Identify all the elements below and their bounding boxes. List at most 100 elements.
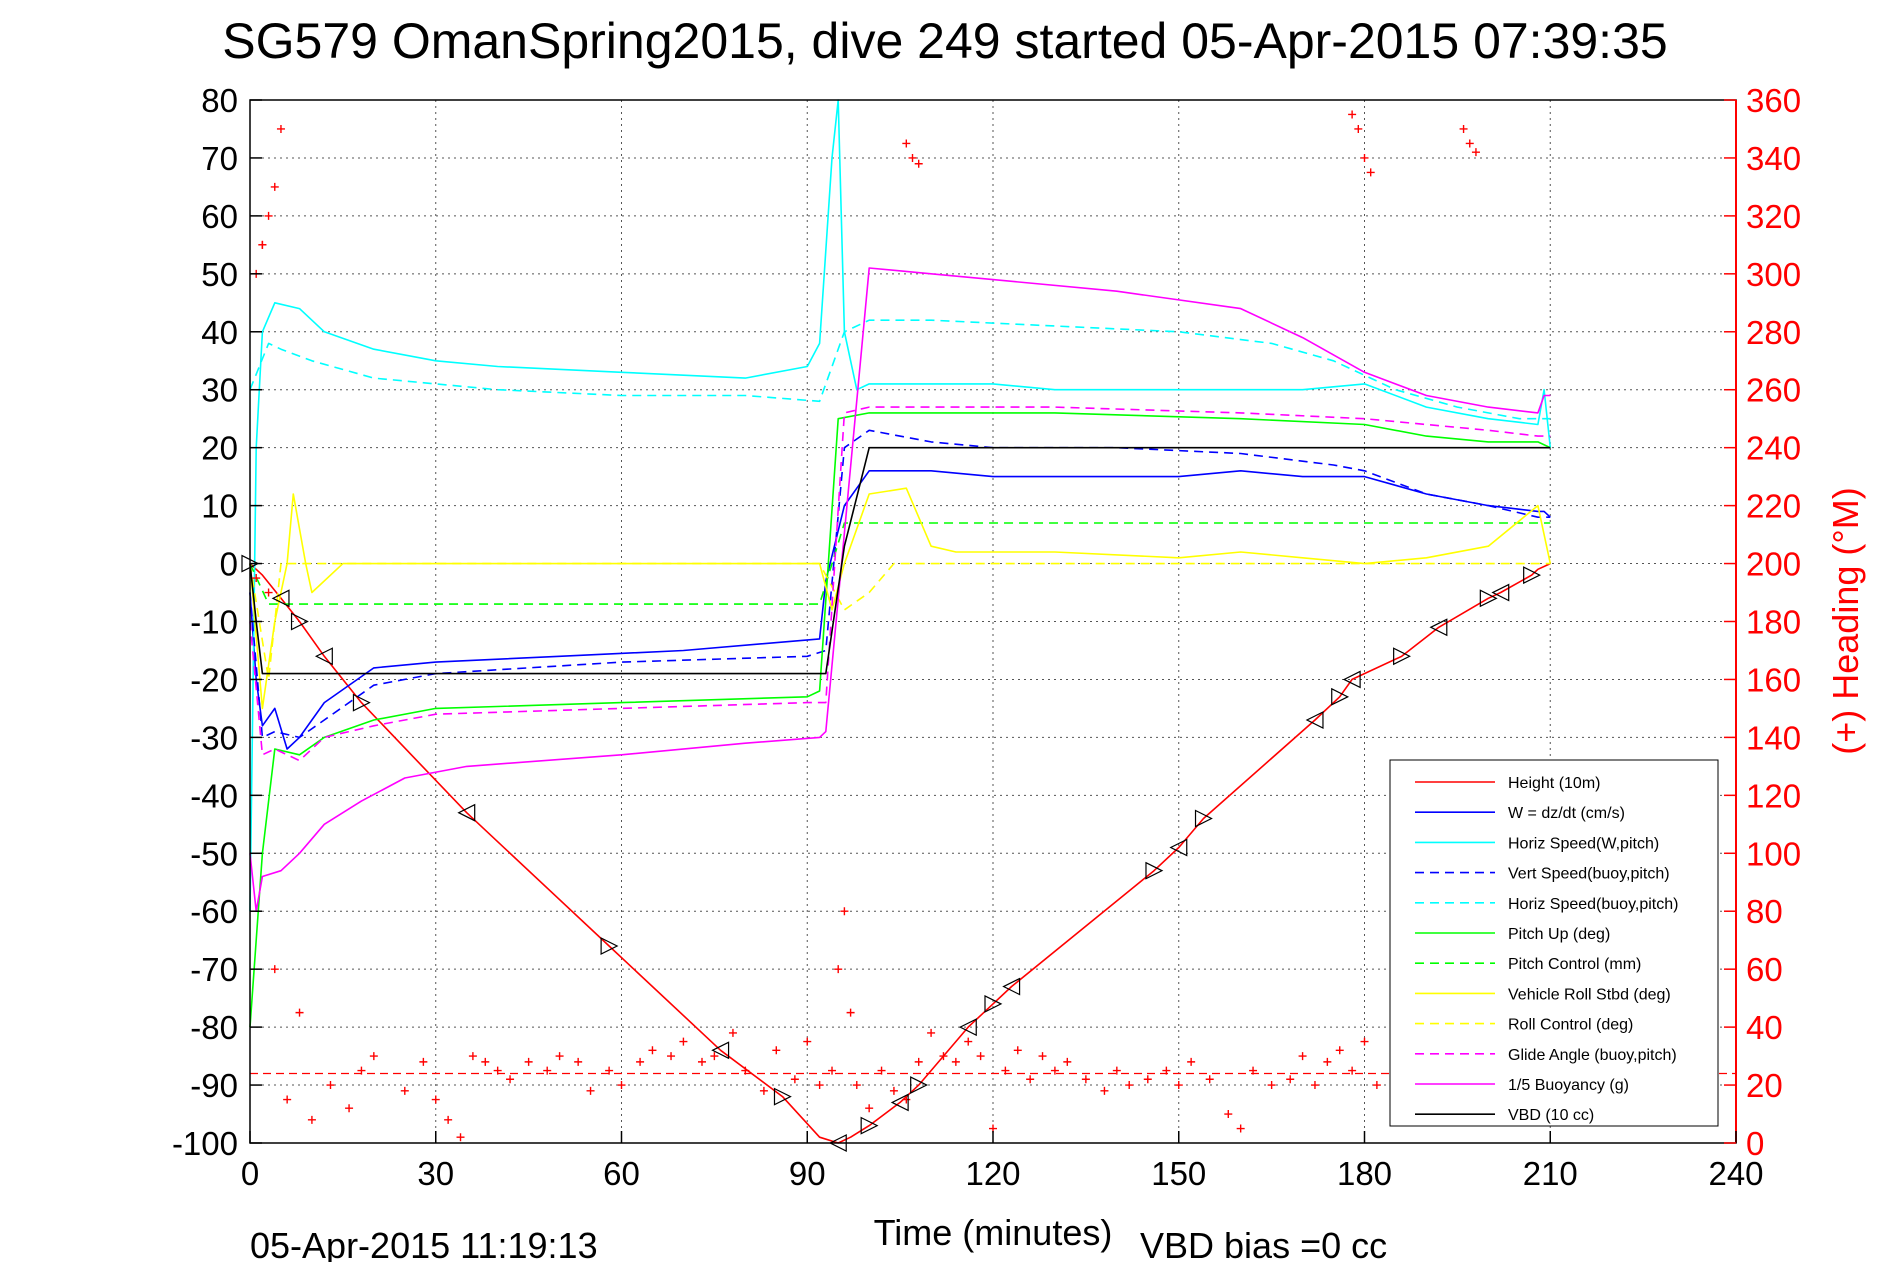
height-marker [958,1018,977,1037]
heading-point [276,124,285,133]
legend-box [1389,759,1719,1127]
series-line-10 [249,267,1551,913]
y2-tick-label: 220 [1746,488,1801,525]
heading-point [295,1008,304,1017]
heading-point [307,1115,316,1124]
y-tick-label: 50 [201,256,238,293]
heading-point [543,1066,552,1075]
heading-point [1143,1075,1152,1084]
height-marker [600,937,619,955]
series-line-3 [249,429,1551,739]
heading-point [759,1086,768,1095]
heading-point [468,1052,477,1061]
legend-label: Vehicle Roll Stbd (deg) [1508,986,1671,1003]
legend-label: Height (10m) [1508,775,1600,792]
heading-point [1354,124,1363,133]
heading-point [574,1057,583,1066]
y2-tick-label: 260 [1746,372,1801,409]
y2-tick-label: 100 [1746,835,1801,872]
series-line-5 [249,412,1551,1028]
height-marker [860,1116,879,1135]
heading-point [1013,1046,1022,1055]
heading-point [1187,1057,1196,1066]
heading-point [1224,1110,1233,1119]
height-marker [290,612,309,631]
heading-point [1081,1075,1090,1084]
heading-point [1366,168,1375,177]
heading-point [1348,110,1357,119]
heading-point [1026,1075,1035,1084]
x-axis-label: Time (minutes) [874,1212,1113,1253]
height-marker [1002,977,1021,996]
heading-point [400,1086,409,1095]
y2-tick-label: 40 [1746,1009,1783,1046]
chart-title: SG579 OmanSpring2015, dive 249 started 0… [222,13,1667,69]
y-tick-label: -100 [172,1125,238,1162]
legend-label: Horiz Speed(W,pitch) [1508,835,1659,852]
y2-tick-label: 20 [1746,1067,1783,1104]
series-line-9 [249,406,1551,762]
heading-point [456,1133,465,1142]
y2-tick-label: 140 [1746,719,1801,756]
heading-point [927,1028,936,1037]
heading-point [270,182,279,191]
y-tick-label: -90 [190,1067,238,1104]
legend-label: Glide Angle (buoy,pitch) [1508,1047,1677,1064]
heading-point [741,1066,750,1075]
y-tick-label: 0 [220,546,238,583]
height-marker [457,803,476,822]
series-line-1 [249,469,1551,750]
heading-point [914,159,923,168]
heading-point [1459,124,1468,133]
heading-point [283,1095,292,1104]
heading-point [1465,139,1474,148]
heading-point [617,1081,626,1090]
height-marker [1491,583,1510,602]
height-marker [1169,838,1188,857]
x-axis: 0 30 60 90 120 150 180 210 240 [241,1131,1764,1192]
height-marker [1305,711,1324,729]
heading-point [264,211,273,220]
heading-point [939,1052,948,1061]
y2-tick-label: 360 [1746,82,1801,119]
height-marker [890,1093,909,1112]
heading-point [1236,1124,1245,1133]
heading-point [772,1046,781,1055]
heading-point [889,1086,898,1095]
heading-point [846,1008,855,1017]
heading-point [1112,1066,1121,1075]
heading-point [1298,1052,1307,1061]
y2-tick-label: 340 [1746,140,1801,177]
y-tick-label: -40 [190,777,238,814]
y2-tick-label: 200 [1746,546,1801,583]
heading-point [586,1086,595,1095]
heading-point [326,1081,335,1090]
heading-point [636,1057,645,1066]
heading-point [815,1081,824,1090]
heading-point [431,1095,440,1104]
heading-point [1267,1081,1276,1090]
y2-tick-label: 240 [1746,430,1801,467]
heading-point [605,1066,614,1075]
heading-layer [252,110,1542,1142]
heading-point [1471,148,1480,157]
legend-label: VBD (10 cc) [1508,1107,1594,1124]
height-marker [984,994,1003,1013]
x-tick-label: 90 [789,1155,826,1192]
height-marker [1342,670,1361,689]
y-tick-label: -60 [190,893,238,930]
heading-point [1310,1081,1319,1090]
heading-point [902,1095,911,1104]
heading-point [506,1075,515,1084]
heading-point [1162,1066,1171,1075]
height-marker [1145,861,1164,880]
heading-point [1050,1066,1059,1075]
heading-point [710,1052,719,1061]
y-axis-right: 3603403203002802602402202001801601401201… [1724,82,1801,1162]
heading-point [803,1037,812,1046]
height-marker [711,1041,730,1060]
heading-point [679,1037,688,1046]
heading-point [524,1057,533,1066]
heading-point [555,1052,564,1061]
